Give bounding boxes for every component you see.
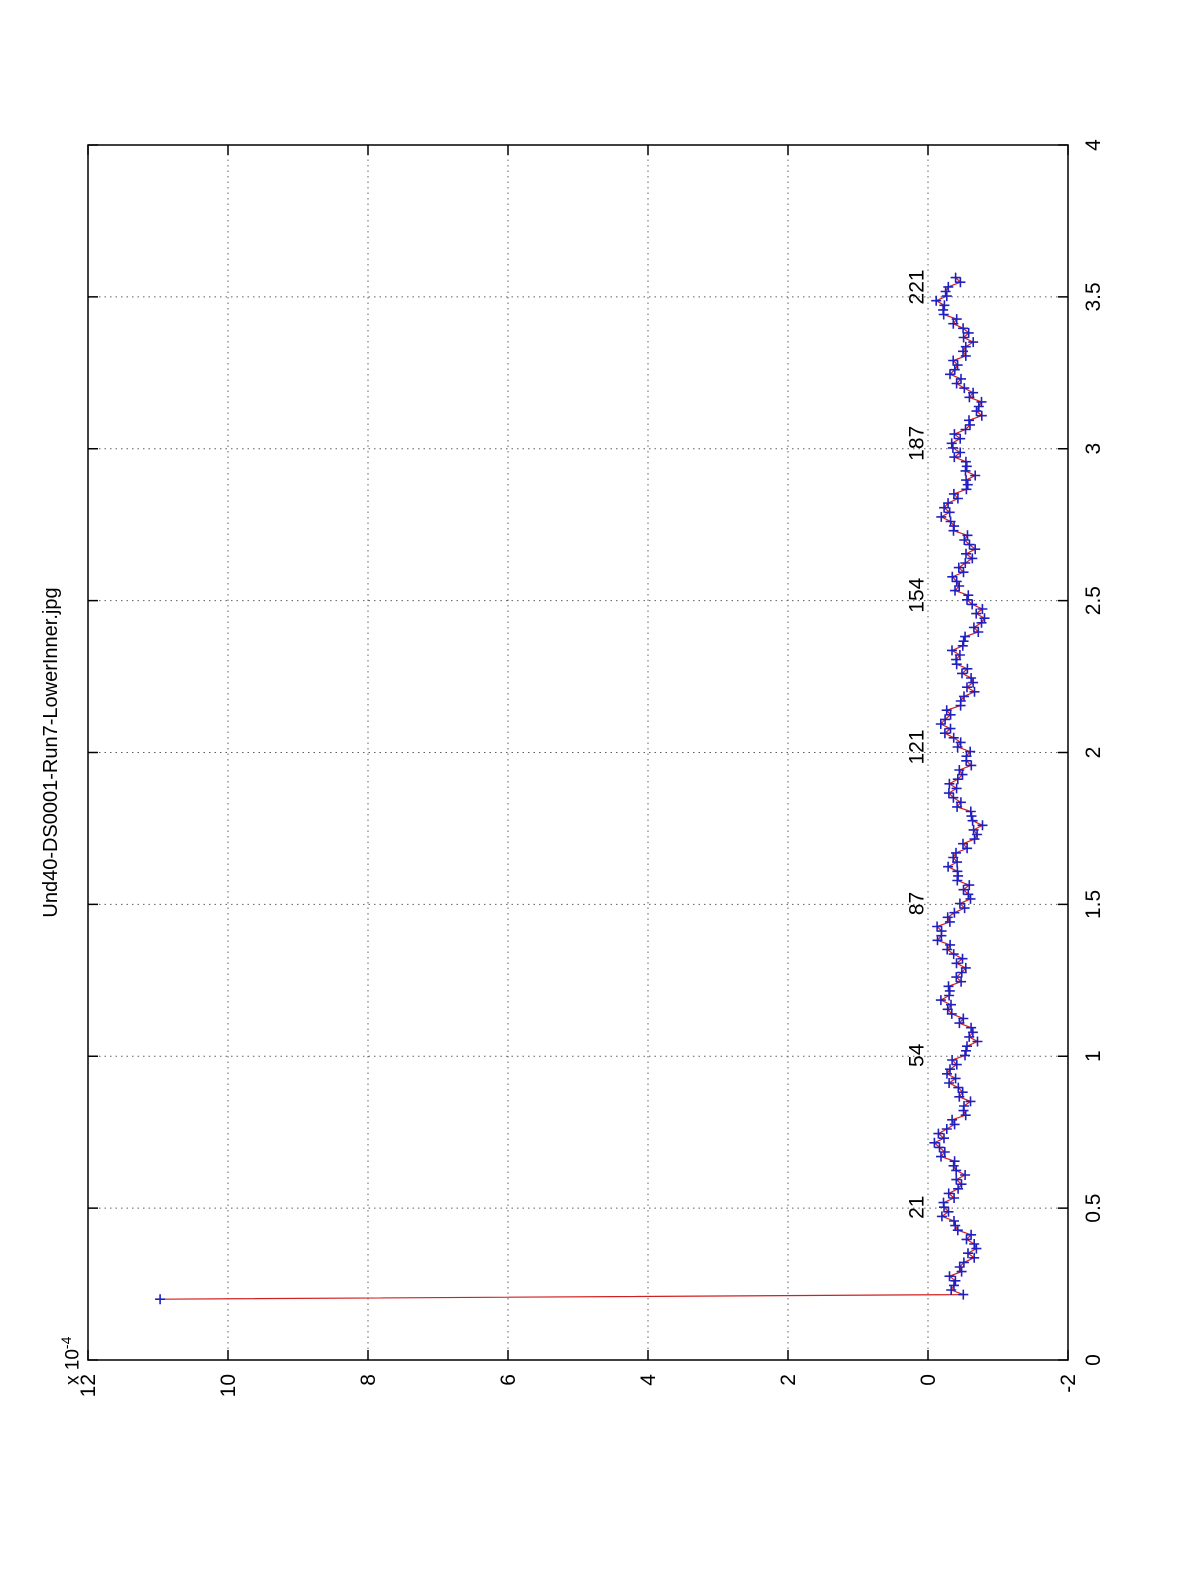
point-index-annotation: 87: [906, 892, 929, 915]
x-tick-label: 2: [1082, 747, 1105, 759]
x-tick-label: 2.5: [1082, 586, 1105, 615]
scale-exponent: -4: [58, 1336, 74, 1350]
point-index-annotation: 221: [906, 269, 929, 304]
y-tick-label: 6: [497, 1374, 520, 1386]
plot-title: Und40-DS0001-Run7-LowerInner.jpg: [40, 587, 62, 918]
point-index-annotation: 21: [906, 1196, 929, 1219]
data-line: [160, 277, 986, 1300]
point-index-annotation: 54: [906, 1043, 929, 1067]
y-tick-label: -2: [1057, 1374, 1080, 1393]
x-tick-label: 3: [1082, 443, 1105, 455]
x-tick-label: 1: [1082, 1050, 1105, 1062]
point-index-annotation: 154: [906, 577, 929, 612]
y-tick-label: 2: [777, 1374, 800, 1386]
tick-marks: [87, 144, 1069, 1361]
scale-base: x 10: [62, 1349, 84, 1385]
x-tick-label: 4: [1082, 139, 1105, 151]
point-index-annotation: 121: [906, 729, 929, 764]
y-tick-label: 10: [217, 1374, 240, 1397]
x-tick-label: 3.5: [1082, 282, 1105, 311]
x-tick-label: 0: [1082, 1354, 1105, 1366]
y-tick-label: 12: [77, 1374, 100, 1397]
x-tick-label: 1.5: [1082, 890, 1105, 919]
y-tick-label: 8: [357, 1374, 380, 1386]
point-index-annotation: 187: [906, 426, 929, 461]
plus-markers: [155, 272, 990, 1305]
y-axis-scale-label: x 10-4: [58, 1337, 84, 1385]
y-tick-label: 4: [637, 1374, 660, 1386]
y-tick-label: 0: [917, 1374, 940, 1386]
x-tick-label: 0.5: [1082, 1193, 1105, 1222]
